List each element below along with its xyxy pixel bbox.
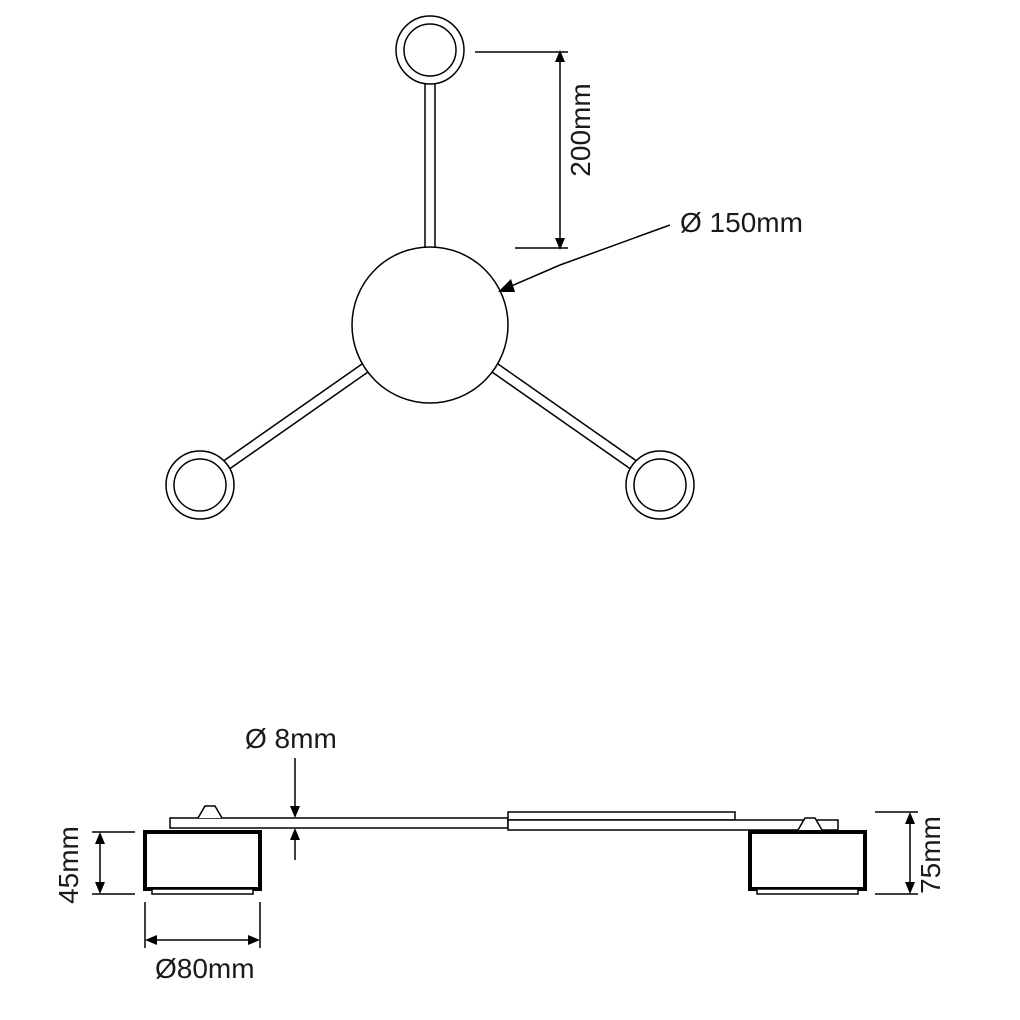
dim-can-height-label: 45mm — [53, 826, 84, 904]
hub-circle — [352, 247, 508, 403]
dimension-can-diameter: Ø80mm — [145, 902, 260, 984]
dim-hub-diameter-label: Ø 150mm — [680, 207, 803, 238]
dim-can-diameter-label: Ø80mm — [155, 953, 255, 984]
dimension-can-height: 45mm — [53, 826, 135, 904]
dim-rod-diameter-label: Ø 8mm — [245, 723, 337, 754]
dimension-hub-diameter: Ø 150mm — [498, 207, 803, 292]
dim-arm-length-label: 200mm — [565, 83, 596, 176]
dim-total-height-label: 75mm — [915, 816, 946, 894]
side-view: Ø 8mm 45mm 75mm Ø80mm — [53, 723, 946, 984]
rod-plate — [170, 812, 838, 830]
dimension-total-height: 75mm — [875, 812, 946, 894]
top-view: 200mm Ø 150mm — [166, 16, 803, 519]
arm-right — [492, 364, 694, 519]
arm-left — [166, 364, 368, 519]
dimension-arm-length: 200mm — [475, 50, 596, 250]
arm-top — [396, 16, 464, 252]
